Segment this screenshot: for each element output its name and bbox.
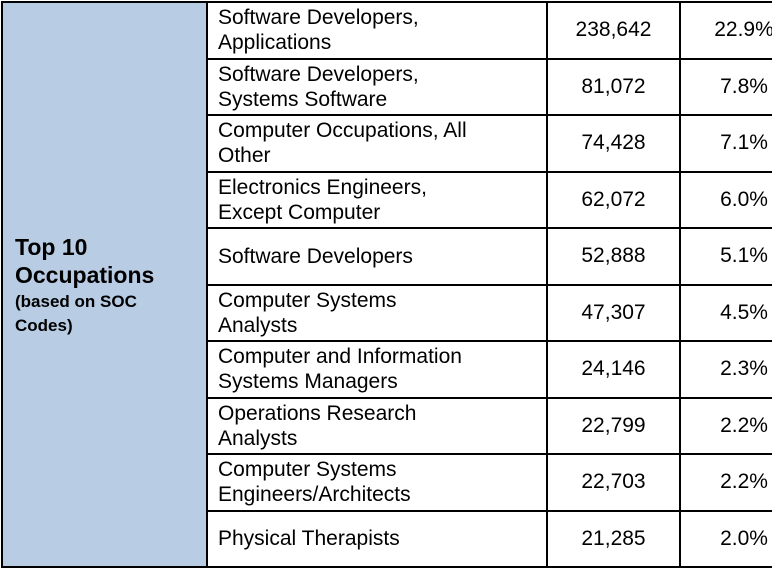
occupation-name-line1: Computer and Information <box>218 345 462 369</box>
occupation-name-cell: Electronics Engineers, Except Computer <box>206 170 548 229</box>
occupation-name-cell: Software Developers, Applications <box>206 1 548 60</box>
occupation-count-cell: 22,703 <box>546 453 681 512</box>
sidebar-title-line2: Occupations <box>15 261 155 288</box>
occupation-name-cell: Software Developers <box>206 227 548 286</box>
occupation-name-line1: Computer Occupations, All <box>218 119 467 143</box>
occupation-percent-cell: 2.3% <box>679 340 772 399</box>
occupation-name-line2: Analysts <box>218 426 298 450</box>
table-row: Physical Therapists 21,285 2.0% <box>2 509 772 568</box>
occupation-name-cell: Computer Occupations, All Other <box>206 114 548 173</box>
occupation-name-line2: Systems Software <box>218 87 388 111</box>
occupation-percent-cell: 2.2% <box>679 453 772 512</box>
occupation-name-line1: Software Developers <box>218 244 413 268</box>
occupation-percent-cell: 22.9% <box>679 1 772 60</box>
sidebar-title-line1: Top 10 <box>15 233 88 260</box>
occupation-name-line1: Physical Therapists <box>218 527 400 551</box>
table-row: Software Developers, Systems Software 81,… <box>2 57 772 116</box>
occupation-name-line1: Computer Systems <box>218 288 397 312</box>
occupation-name-cell: Computer Systems Engineers/Architects <box>206 453 548 512</box>
occupation-percent-cell: 2.2% <box>679 396 772 455</box>
occupation-name-line2: Systems Managers <box>218 370 398 394</box>
occupation-count-cell: 238,642 <box>546 1 681 60</box>
occupation-count-cell: 22,799 <box>546 396 681 455</box>
occupation-name-cell: Operations Research Analysts <box>206 396 548 455</box>
table-row: Software Developers 52,888 5.1% <box>2 227 772 286</box>
occupation-count-cell: 52,888 <box>546 227 681 286</box>
table-row: Computer Systems Engineers/Architects 22,… <box>2 453 772 512</box>
occupation-count-cell: 24,146 <box>546 340 681 399</box>
occupation-name-cell: Software Developers, Systems Software <box>206 57 548 116</box>
table-row: Operations Research Analysts 22,799 2.2% <box>2 396 772 455</box>
occupation-count-cell: 62,072 <box>546 170 681 229</box>
occupation-name-line1: Electronics Engineers, <box>218 175 427 199</box>
occupation-name-line2: Other <box>218 144 271 168</box>
occupation-percent-cell: 2.0% <box>679 509 772 568</box>
occupation-name-cell: Computer and Information Systems Managers <box>206 340 548 399</box>
occupation-percent-cell: 6.0% <box>679 170 772 229</box>
occupation-name-cell: Physical Therapists <box>206 509 548 568</box>
table-row: Electronics Engineers, Except Computer 62… <box>2 170 772 229</box>
occupation-percent-cell: 4.5% <box>679 283 772 342</box>
occupation-percent-cell: 5.1% <box>679 227 772 286</box>
occupation-name-line2: Engineers/Architects <box>218 483 411 507</box>
occupation-name-line2: Analysts <box>218 313 298 337</box>
sidebar-subtitle-line1: (based on SOC <box>15 291 137 311</box>
occupation-name-line2: Except Computer <box>218 200 381 224</box>
occupation-name-line1: Software Developers, <box>218 6 419 30</box>
table-row: Computer and Information Systems Managers… <box>2 340 772 399</box>
table-row: Computer Occupations, All Other 74,428 7.… <box>2 114 772 173</box>
occupation-name-line2: Applications <box>218 31 332 55</box>
table-row: Computer Systems Analysts 47,307 4.5% <box>2 283 772 342</box>
occupation-name-line1: Computer Systems <box>218 458 397 482</box>
occupation-percent-cell: 7.1% <box>679 114 772 173</box>
sidebar-subtitle-line2: Codes) <box>15 315 73 335</box>
sidebar-header-cell: Top 10 Occupations (based on SOC Codes) <box>1 1 208 568</box>
occupation-name-line1: Operations Research <box>218 401 417 425</box>
occupation-name-cell: Computer Systems Analysts <box>206 283 548 342</box>
occupation-count-cell: 74,428 <box>546 114 681 173</box>
occupation-percent-cell: 7.8% <box>679 57 772 116</box>
occupation-count-cell: 81,072 <box>546 57 681 116</box>
occupation-count-cell: 47,307 <box>546 283 681 342</box>
occupation-count-cell: 21,285 <box>546 509 681 568</box>
occupation-name-line1: Software Developers, <box>218 62 419 86</box>
